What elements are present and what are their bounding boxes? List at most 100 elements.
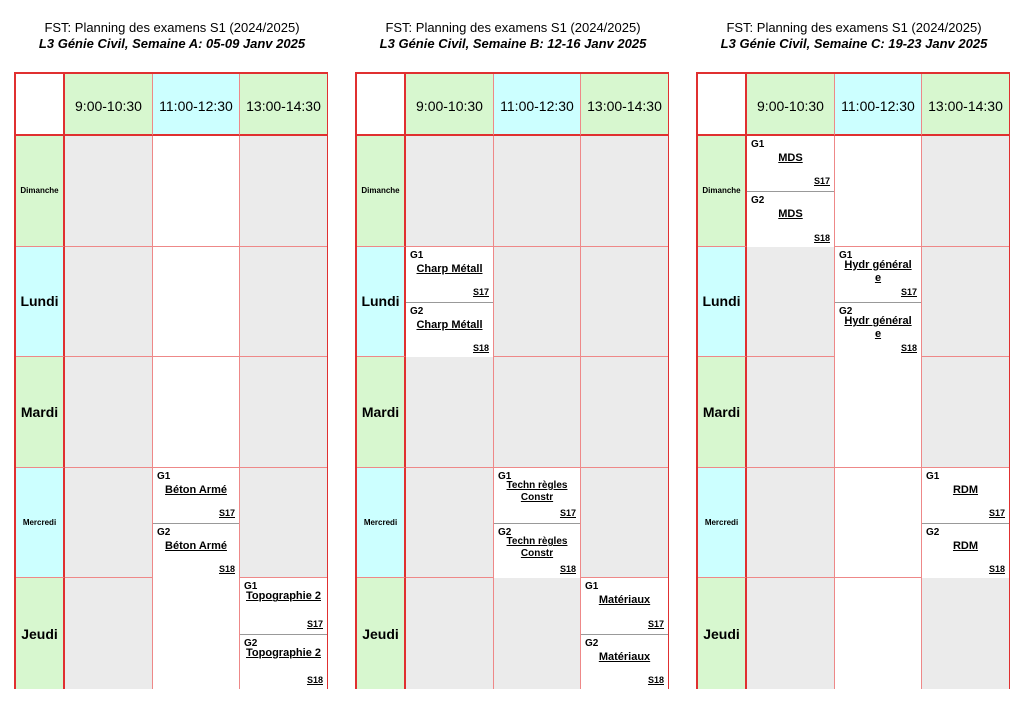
time-slot-header: 9:00-10:30	[406, 74, 494, 136]
schedule-cell	[153, 246, 240, 358]
schedule-title: FST: Planning des examens S1 (2024/2025)	[726, 20, 982, 35]
exam-entry: G1 Matériaux S17	[581, 578, 668, 634]
day-label: Mercredi	[698, 467, 747, 579]
day-label: Jeudi	[698, 578, 747, 689]
table-corner	[16, 74, 65, 136]
schedule-cell	[494, 357, 581, 468]
group-label: G2	[498, 527, 512, 539]
schedule-table: 9:00-10:30 11:00-12:30 13:00-14:30 Dimanche…	[696, 72, 1010, 689]
schedule-subtitle: L3 Génie Civil, Semaine B: 12-16 Janv 20…	[379, 36, 647, 51]
day-label: Mardi	[698, 357, 747, 468]
schedule-cell: G1 Topographie 2 S17 G2 Topographie 2 S18	[240, 578, 327, 689]
exam-room: S18	[813, 232, 830, 243]
time-slot-header: 11:00-12:30	[494, 74, 581, 136]
schedule-cell	[406, 467, 494, 579]
table-corner	[357, 74, 406, 136]
exam-subject: Matériaux	[598, 594, 651, 607]
exam-entry: G2 Topographie 2 S18	[240, 633, 327, 689]
schedule-cell	[240, 136, 327, 247]
schedule-cell	[494, 136, 581, 247]
group-label: G1	[751, 139, 765, 150]
day-label: Jeudi	[16, 578, 65, 689]
exam-room: S18	[647, 674, 664, 685]
schedule-cell: G1 MDS S17 G2 MDS S18	[747, 136, 835, 247]
schedule-cell	[65, 136, 153, 247]
schedule-cell	[835, 357, 922, 468]
time-slot-header: 11:00-12:30	[153, 74, 240, 136]
schedule-cell	[581, 246, 668, 358]
exam-entry: G1 RDM S17	[922, 467, 1009, 524]
exam-room: S17	[472, 286, 489, 297]
exam-entry: G1 Techn règles Constr S17	[494, 467, 580, 524]
exam-subject: Hydr général e	[844, 314, 912, 340]
exam-subject: MDS	[778, 208, 803, 221]
exam-subject: Charp Métall	[416, 262, 483, 275]
schedule-title: FST: Planning des examens S1 (2024/2025)	[44, 20, 300, 35]
exam-room: S17	[988, 508, 1005, 519]
day-label: Mercredi	[357, 467, 406, 579]
schedule-cell: G1 Béton Armé S17 G2 Béton Armé S18	[153, 467, 240, 579]
schedule-cell	[65, 246, 153, 358]
schedule-cell	[65, 467, 153, 579]
exam-subject: RDM	[952, 540, 979, 553]
schedule-cell	[835, 467, 922, 579]
exam-entry: G1 Béton Armé S17	[153, 467, 239, 524]
exam-room: S18	[559, 564, 576, 575]
schedule-title: FST: Planning des examens S1 (2024/2025)	[385, 20, 641, 35]
schedule-cell	[922, 357, 1009, 468]
day-label: Mardi	[357, 357, 406, 468]
schedule-cell	[922, 578, 1009, 689]
day-label: Lundi	[357, 246, 406, 358]
group-label: G1	[410, 249, 424, 261]
day-label: Dimanche	[698, 136, 747, 247]
group-label: G1	[926, 470, 940, 482]
group-label: G2	[157, 527, 171, 539]
exam-entry: G2 Techn règles Constr S18	[494, 523, 580, 579]
schedule-cell	[747, 246, 835, 358]
schedule-cell	[835, 136, 922, 247]
exam-subject: Topographie 2	[246, 646, 321, 659]
exam-subject: RDM	[952, 483, 979, 496]
exam-entry: G2 Charp Métall S18	[406, 301, 493, 358]
schedule-cell	[581, 357, 668, 468]
exam-subject: MDS	[778, 152, 803, 164]
exam-subject: Techn règles Constr	[506, 479, 568, 503]
group-label: G1	[157, 470, 171, 482]
exam-room: S18	[306, 674, 323, 685]
day-label: Lundi	[698, 246, 747, 358]
exam-room: S17	[647, 618, 664, 629]
group-label: G2	[585, 637, 599, 649]
schedule-cell	[406, 578, 494, 689]
schedule-cell	[922, 246, 1009, 358]
group-label: G2	[244, 637, 258, 649]
table-corner	[698, 74, 747, 136]
time-slot-header: 9:00-10:30	[65, 74, 153, 136]
schedule-cell	[747, 467, 835, 579]
schedule-cell	[494, 578, 581, 689]
exam-entry: G2 Hydr général e S18	[835, 301, 921, 358]
schedule-cell	[581, 136, 668, 247]
schedule-cell	[240, 357, 327, 468]
schedule-table: 9:00-10:30 11:00-12:30 13:00-14:30 Dimanche…	[14, 72, 328, 689]
time-slot-header: 13:00-14:30	[240, 74, 327, 136]
schedule-cell	[240, 467, 327, 579]
schedule-table: 9:00-10:30 11:00-12:30 13:00-14:30 Dimanche…	[355, 72, 669, 689]
exam-room: S17	[813, 176, 830, 187]
group-label: G1	[585, 581, 599, 593]
group-label: G2	[839, 305, 853, 317]
exam-subject: Charp Métall	[416, 318, 483, 331]
schedule-cell	[747, 578, 835, 689]
exam-entry: G2 RDM S18	[922, 523, 1009, 579]
group-label: G2	[926, 527, 940, 539]
group-label: G2	[751, 195, 765, 207]
day-label: Dimanche	[16, 136, 65, 247]
exam-entry: G1 Topographie 2 S17	[240, 578, 327, 634]
time-slot-header: 9:00-10:30	[747, 74, 835, 136]
schedule-cell	[153, 136, 240, 247]
schedule-cell	[835, 578, 922, 689]
schedule-cell	[581, 467, 668, 579]
time-slot-header: 11:00-12:30	[835, 74, 922, 136]
group-label: G1	[839, 249, 853, 261]
time-slot-header: 13:00-14:30	[581, 74, 668, 136]
exam-entry: G1 Hydr général e S17	[835, 246, 921, 302]
